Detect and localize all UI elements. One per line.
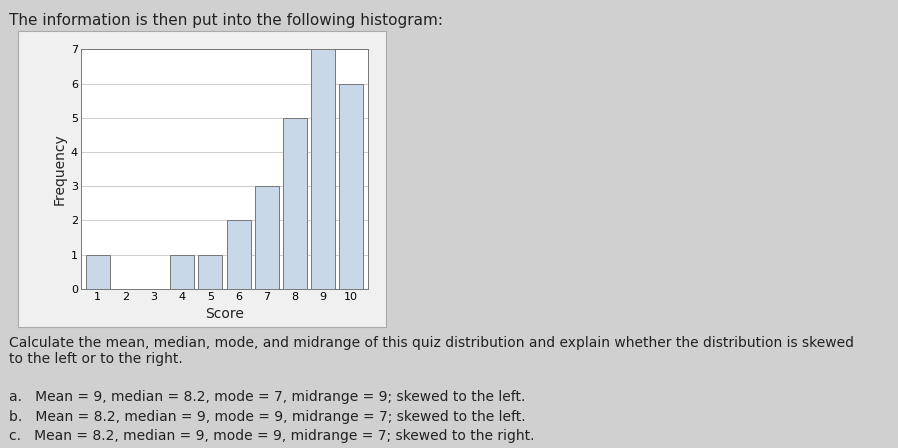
Text: b.   Mean = 8.2, median = 9, mode = 9, midrange = 7; skewed to the left.: b. Mean = 8.2, median = 9, mode = 9, mid… xyxy=(9,410,525,424)
Text: a.   Mean = 9, median = 8.2, mode = 7, midrange = 9; skewed to the left.: a. Mean = 9, median = 8.2, mode = 7, mid… xyxy=(9,390,525,404)
Bar xyxy=(85,255,110,289)
Text: The information is then put into the following histogram:: The information is then put into the fol… xyxy=(9,13,443,28)
Bar xyxy=(311,49,335,289)
Bar xyxy=(283,118,307,289)
X-axis label: Score: Score xyxy=(205,307,244,321)
Text: c.   Mean = 8.2, median = 9, mode = 9, midrange = 7; skewed to the right.: c. Mean = 8.2, median = 9, mode = 9, mid… xyxy=(9,429,534,443)
Y-axis label: Frequency: Frequency xyxy=(53,133,66,205)
Bar xyxy=(171,255,194,289)
Bar xyxy=(339,83,364,289)
Text: Calculate the mean, median, mode, and midrange of this quiz distribution and exp: Calculate the mean, median, mode, and mi… xyxy=(9,336,854,366)
Bar xyxy=(198,255,223,289)
Bar xyxy=(226,220,251,289)
Bar xyxy=(255,186,278,289)
